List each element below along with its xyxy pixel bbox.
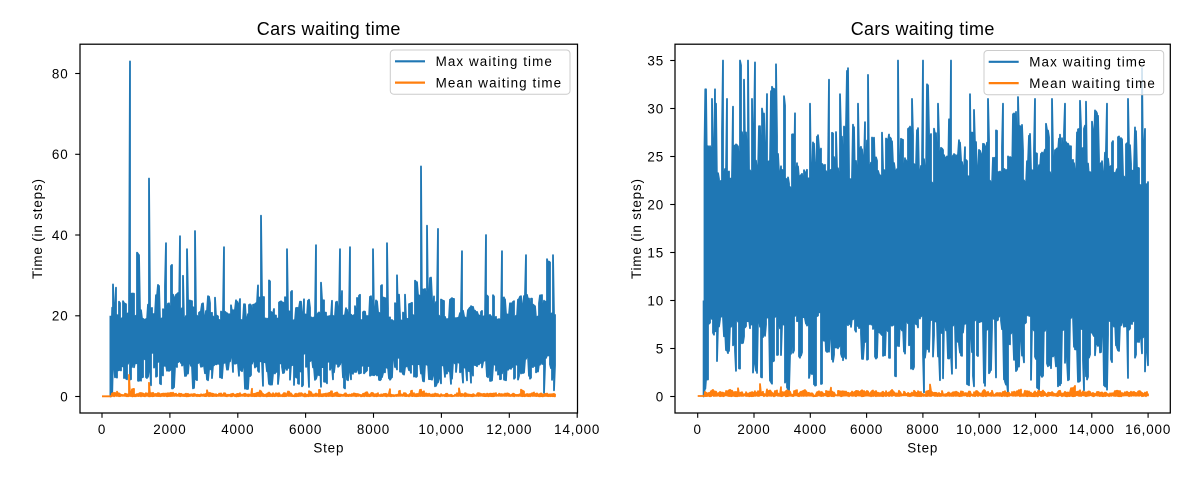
svg-text:10: 10 <box>647 293 664 308</box>
svg-text:8000: 8000 <box>906 422 939 437</box>
svg-text:14,000: 14,000 <box>1069 422 1115 437</box>
svg-text:Max waiting time: Max waiting time <box>1029 55 1146 70</box>
svg-text:Step: Step <box>907 441 938 456</box>
svg-text:0: 0 <box>98 422 106 437</box>
svg-text:14,000: 14,000 <box>554 422 600 437</box>
svg-text:4000: 4000 <box>221 422 254 437</box>
svg-text:12,000: 12,000 <box>486 422 532 437</box>
svg-text:6000: 6000 <box>289 422 322 437</box>
svg-text:4000: 4000 <box>794 422 827 437</box>
svg-text:5: 5 <box>656 341 664 356</box>
svg-text:60: 60 <box>52 147 69 162</box>
svg-text:Cars waiting time: Cars waiting time <box>257 19 401 39</box>
svg-text:16,000: 16,000 <box>1125 422 1171 437</box>
svg-text:6000: 6000 <box>850 422 883 437</box>
svg-text:15: 15 <box>647 245 664 260</box>
svg-text:Mean waiting time: Mean waiting time <box>436 76 563 91</box>
svg-text:30: 30 <box>647 101 664 116</box>
svg-text:Step: Step <box>313 441 344 456</box>
svg-text:Max waiting time: Max waiting time <box>436 54 553 69</box>
svg-text:40: 40 <box>52 228 69 243</box>
svg-text:20: 20 <box>647 197 664 212</box>
svg-text:25: 25 <box>647 149 664 164</box>
svg-text:12,000: 12,000 <box>1012 422 1058 437</box>
svg-text:20: 20 <box>52 309 69 324</box>
svg-text:Time (in steps): Time (in steps) <box>30 178 45 279</box>
svg-text:Time (in steps): Time (in steps) <box>629 178 644 279</box>
svg-text:0: 0 <box>656 389 664 404</box>
svg-text:Cars waiting time: Cars waiting time <box>851 19 995 39</box>
svg-text:0: 0 <box>60 389 68 404</box>
svg-text:0: 0 <box>694 422 702 437</box>
svg-text:80: 80 <box>52 66 69 81</box>
svg-text:Mean waiting time: Mean waiting time <box>1029 76 1156 91</box>
svg-text:8000: 8000 <box>357 422 390 437</box>
svg-text:2000: 2000 <box>153 422 186 437</box>
svg-text:35: 35 <box>647 53 664 68</box>
svg-text:2000: 2000 <box>737 422 770 437</box>
svg-text:10,000: 10,000 <box>418 422 464 437</box>
svg-text:10,000: 10,000 <box>956 422 1002 437</box>
